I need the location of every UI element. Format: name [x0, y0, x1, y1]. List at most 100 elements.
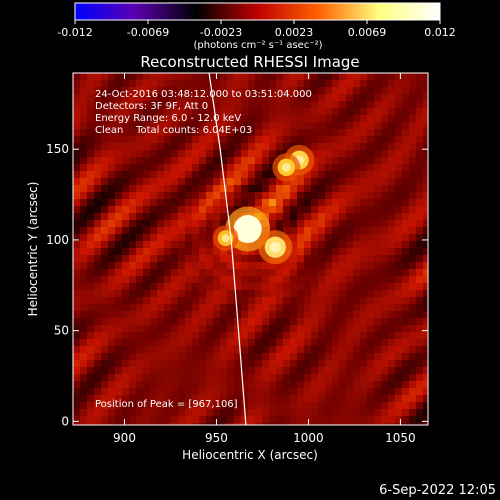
heatmap-cell	[87, 227, 94, 234]
heatmap-cell	[122, 318, 129, 325]
heatmap-cell	[367, 346, 374, 353]
heatmap-cell	[136, 381, 143, 388]
heatmap-cell	[395, 87, 402, 94]
heatmap-cell	[185, 206, 192, 213]
heatmap-cell	[297, 423, 304, 425]
heatmap-cell	[248, 248, 255, 255]
heatmap-cell	[318, 388, 325, 395]
heatmap-cell	[374, 290, 381, 297]
heatmap-cell	[290, 318, 297, 325]
heatmap-cell	[157, 108, 164, 115]
heatmap-cell	[157, 395, 164, 402]
heatmap-cell	[94, 367, 101, 374]
heatmap-cell	[290, 220, 297, 227]
heatmap-cell	[248, 346, 255, 353]
heatmap-cell	[276, 409, 283, 416]
heatmap-cell	[164, 262, 171, 269]
heatmap-cell	[192, 388, 199, 395]
heatmap-cell	[255, 136, 262, 143]
heatmap-cell	[227, 122, 234, 129]
heatmap-cell	[381, 178, 388, 185]
heatmap-cell	[73, 409, 80, 416]
heatmap-cell	[346, 73, 353, 80]
heatmap-cell	[409, 136, 416, 143]
heatmap-cell	[339, 178, 346, 185]
heatmap-cell	[262, 395, 269, 402]
heatmap-cell	[136, 325, 143, 332]
heatmap-cell	[290, 80, 297, 87]
heatmap-cell	[360, 171, 367, 178]
heatmap-cell	[346, 220, 353, 227]
heatmap-cell	[262, 122, 269, 129]
heatmap-cell	[276, 346, 283, 353]
heatmap-cell	[283, 129, 290, 136]
heatmap-cell	[199, 262, 206, 269]
heatmap-cell	[311, 325, 318, 332]
heatmap-cell	[381, 122, 388, 129]
heatmap-cell	[80, 122, 87, 129]
heatmap-cell	[283, 101, 290, 108]
heatmap-cell	[269, 94, 276, 101]
heatmap-cell	[381, 262, 388, 269]
heatmap-cell	[409, 367, 416, 374]
heatmap-cell	[157, 416, 164, 423]
heatmap-cell	[115, 206, 122, 213]
heatmap-cell	[241, 122, 248, 129]
heatmap-cell	[87, 94, 94, 101]
heatmap-cell	[297, 185, 304, 192]
heatmap-cell	[248, 115, 255, 122]
heatmap-cell	[185, 269, 192, 276]
heatmap-cell	[164, 395, 171, 402]
heatmap-cell	[255, 199, 262, 206]
heatmap-cell	[143, 73, 150, 80]
heatmap-cell	[388, 101, 395, 108]
heatmap-cell	[402, 136, 409, 143]
heatmap-cell	[402, 206, 409, 213]
heatmap-cell	[388, 164, 395, 171]
heatmap-cell	[129, 423, 136, 425]
heatmap-cell	[227, 353, 234, 360]
heatmap-cell	[178, 374, 185, 381]
heatmap-cell	[374, 248, 381, 255]
heatmap-cell	[227, 150, 234, 157]
heatmap-cell	[122, 178, 129, 185]
heatmap-cell	[171, 234, 178, 241]
heatmap-cell	[297, 276, 304, 283]
heatmap-cell	[178, 339, 185, 346]
heatmap-cell	[374, 388, 381, 395]
heatmap-cell	[402, 115, 409, 122]
heatmap-cell	[164, 255, 171, 262]
heatmap-cell	[255, 409, 262, 416]
heatmap-cell	[353, 157, 360, 164]
heatmap-cell	[409, 269, 416, 276]
heatmap-cell	[164, 241, 171, 248]
heatmap-cell	[346, 199, 353, 206]
heatmap-cell	[129, 171, 136, 178]
heatmap-cell	[136, 108, 143, 115]
heatmap-cell	[115, 409, 122, 416]
heatmap-cell	[122, 220, 129, 227]
heatmap-cell	[388, 87, 395, 94]
heatmap-cell	[80, 318, 87, 325]
heatmap-cell	[199, 409, 206, 416]
heatmap-cell	[213, 220, 220, 227]
heatmap-cell	[353, 374, 360, 381]
heatmap-cell	[164, 94, 171, 101]
heatmap-cell	[360, 339, 367, 346]
heatmap-cell	[395, 185, 402, 192]
heatmap-cell	[101, 185, 108, 192]
heatmap-cell	[381, 101, 388, 108]
heatmap-cell	[339, 381, 346, 388]
heatmap-cell	[304, 325, 311, 332]
heatmap-cell	[297, 346, 304, 353]
heatmap-cell	[108, 129, 115, 136]
heatmap-cell	[276, 150, 283, 157]
heatmap-cell	[248, 178, 255, 185]
heatmap-cell	[234, 248, 241, 255]
heatmap-cell	[101, 143, 108, 150]
heatmap-cell	[150, 129, 157, 136]
heatmap-cell	[129, 101, 136, 108]
heatmap-cell	[164, 101, 171, 108]
heatmap-cell	[199, 346, 206, 353]
heatmap-cell	[409, 332, 416, 339]
